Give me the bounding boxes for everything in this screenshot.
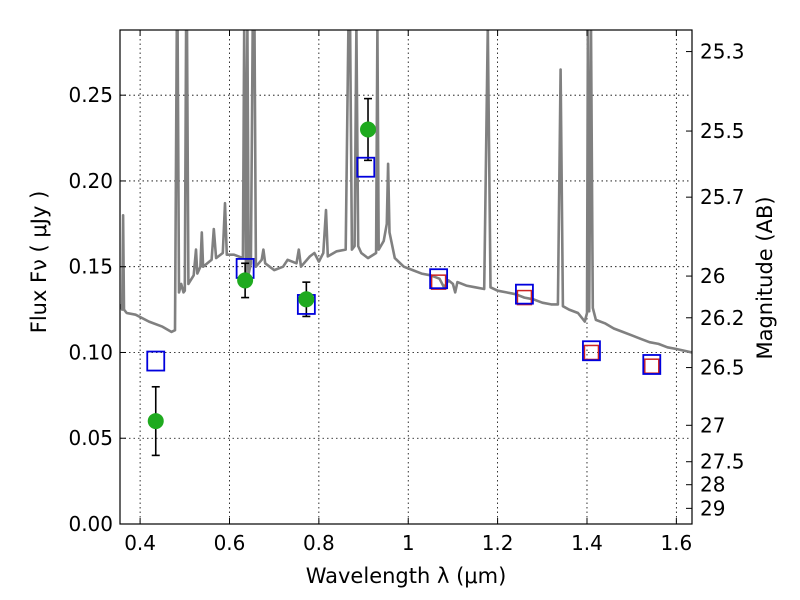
spectrum-layer: [120, 30, 692, 354]
model-red-square: [516, 289, 533, 306]
x-tick-label: 1.4: [571, 531, 603, 555]
y-tick-label: 0.15: [68, 255, 113, 279]
x-tick-label: 0.4: [124, 531, 156, 555]
model-layer: [146, 156, 662, 375]
x-tick-label: 1.6: [660, 531, 692, 555]
magnitude-tick-label: 26: [700, 264, 725, 288]
observed-point: [360, 121, 377, 138]
x-tick-label: 0.6: [214, 531, 246, 555]
y-tick-label: 0.20: [68, 169, 113, 193]
model-blue-square: [429, 268, 449, 290]
observed-point: [147, 413, 164, 430]
x-tick-label: 1.2: [482, 531, 514, 555]
model-red-square: [430, 274, 447, 290]
y-tick-label: 0.10: [68, 340, 113, 364]
magnitude-tick-label: 25.5: [700, 119, 745, 143]
magnitude-tick-label: 26.5: [700, 356, 745, 380]
plot-frame: [119, 29, 693, 525]
x-axis-ticks: 0.4 0.6 0.8 1 1.2 1.4 1.6: [124, 30, 692, 555]
model-blue-square: [146, 350, 166, 372]
spectrum-line: [120, 30, 692, 354]
magnitude-tick-label: 27: [700, 413, 725, 437]
magnitude-tick-label: 29: [700, 496, 725, 520]
model-blue-square: [356, 156, 376, 178]
observed-point: [237, 272, 254, 289]
y-tick-label: 0.00: [68, 512, 113, 536]
magnitude-tick-label: 28: [700, 473, 725, 497]
magnitude-tick-label: 25.3: [700, 40, 745, 64]
plot-area: [120, 30, 692, 524]
right-axis-label: Magnitude (AB): [753, 196, 777, 359]
magnitude-tick-label: 25.7: [700, 185, 745, 209]
model-blue-square: [582, 340, 601, 362]
magnitude-tick-label: 26.2: [700, 306, 745, 330]
observed-layer: [147, 121, 377, 430]
model-blue-square: [642, 354, 662, 375]
y-tick-label: 0.05: [68, 426, 113, 450]
plot-background: [120, 30, 692, 524]
x-tick-label: 1: [402, 531, 415, 555]
observed-point: [298, 291, 315, 308]
y-tick-label: 0.25: [68, 83, 113, 107]
y-axis-ticks: 0.00 0.05 0.10 0.15 0.20 0.25: [68, 83, 126, 536]
y-axis-label: Flux Fν ( μJy ): [27, 191, 51, 334]
x-axis-label: Wavelength λ (μm): [306, 564, 507, 588]
magnitude-tick-label: 27.5: [700, 450, 745, 474]
model-blue-square: [515, 283, 534, 305]
x-tick-label: 0.8: [303, 531, 335, 555]
